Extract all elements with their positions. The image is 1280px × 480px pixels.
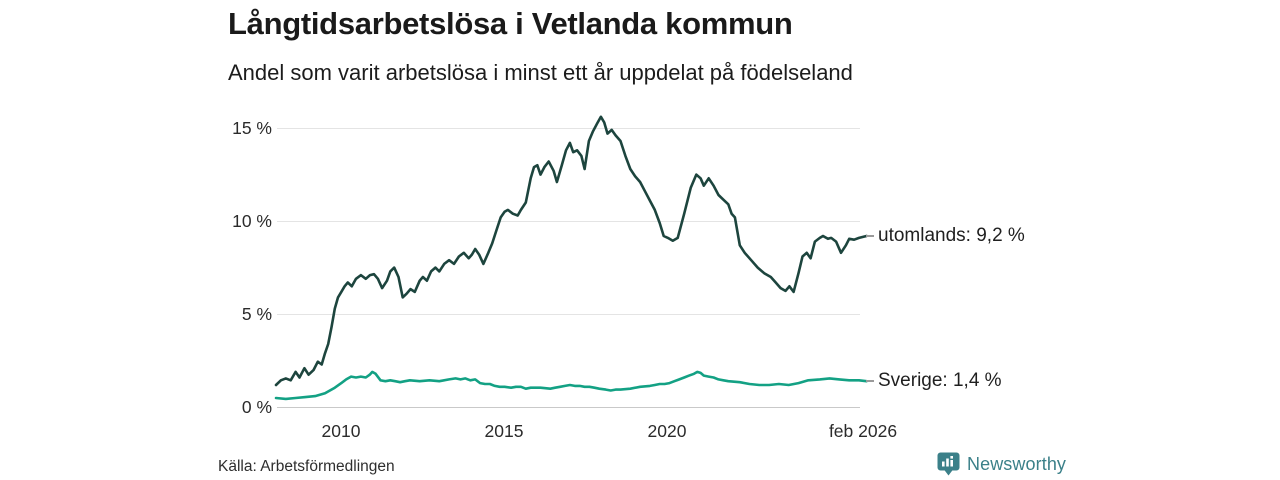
y-tick-15: 15 % — [232, 118, 272, 138]
x-tick-2020: 2020 — [647, 421, 687, 441]
sverige-series-label: Sverige: 1,4 % — [878, 370, 1002, 391]
y-tick-0: 0 % — [241, 397, 272, 417]
utomlands-label-tick — [866, 235, 874, 237]
newsworthy-brand-link[interactable]: Newsworthy — [937, 452, 1066, 476]
gridline-0 — [277, 407, 860, 408]
source-attribution: Källa: Arbetsförmedlingen — [218, 458, 395, 475]
gridline-10 — [277, 221, 860, 222]
gridline-5 — [277, 314, 860, 315]
sverige-series-line — [274, 370, 868, 401]
gridline-15 — [277, 128, 860, 129]
y-tick-5: 5 % — [241, 304, 272, 324]
newsworthy-brand-text: Newsworthy — [967, 453, 1067, 474]
y-tick-10: 10 % — [232, 211, 272, 231]
x-tick-feb-2026: feb 2026 — [828, 421, 898, 441]
page-title: Långtidsarbetslösa i Vetlanda kommun — [228, 6, 793, 41]
utomlands-series-label: utomlands: 9,2 % — [878, 225, 1025, 246]
x-tick-2010: 2010 — [321, 421, 361, 441]
utomlands-series-line — [274, 115, 868, 387]
sverige-label-tick — [866, 380, 874, 382]
newsworthy-bar-chart-bubble-icon — [937, 452, 960, 476]
x-tick-2015: 2015 — [484, 421, 524, 441]
chart-subtitle: Andel som varit arbetslösa i minst ett å… — [228, 60, 853, 85]
